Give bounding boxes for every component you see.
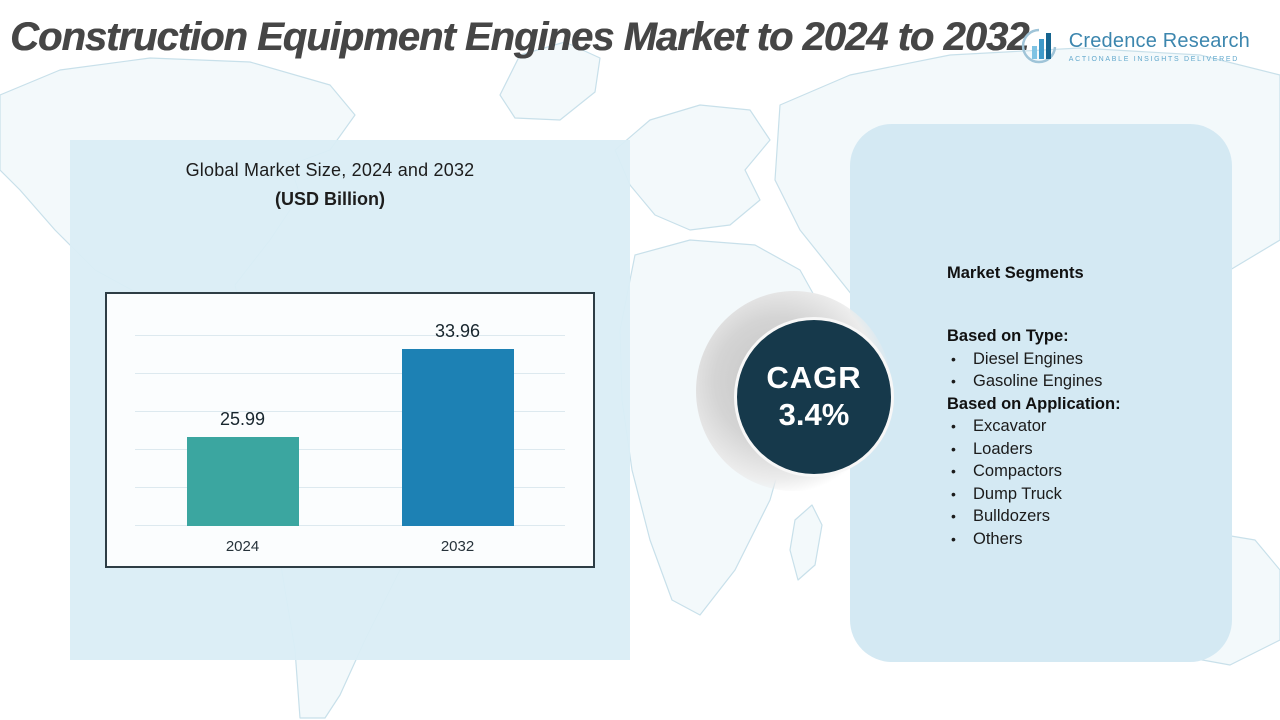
bar-value-label: 25.99 — [219, 409, 266, 429]
cagr-value: 3.4% — [778, 397, 850, 432]
list-item: • Excavator — [947, 415, 1206, 438]
bullet-icon: • — [951, 440, 956, 457]
chart-title-line1: Global Market Size, 2024 and 2032 — [185, 160, 475, 180]
segment-item-label: Bulldozers — [973, 507, 1051, 525]
category-label: 2024 — [225, 538, 260, 555]
segment-group-title-application: Based on Application: — [947, 394, 1121, 413]
segment-item-label: Others — [973, 529, 1023, 548]
cagr-label: CAGR — [766, 360, 862, 395]
list-item: • Diesel Engines — [947, 348, 1206, 371]
list-item: • Compactors — [947, 460, 1206, 483]
bullet-icon: • — [951, 350, 956, 367]
bar-2032 — [401, 349, 514, 526]
cagr-badge: CAGR 3.4% — [696, 291, 906, 491]
bullet-icon: • — [951, 373, 956, 389]
chart-title-line2: (USD Billion) — [275, 189, 385, 209]
bullet-icon: • — [951, 508, 956, 524]
credence-research-logo: Credence Research Actionable Insights De… — [1018, 26, 1250, 66]
segment-group-title-type: Based on Type: — [947, 327, 1069, 345]
segment-item-label: Gasoline Engines — [973, 372, 1103, 390]
bullet-icon: • — [951, 463, 956, 479]
bar-chart-plot-area: 25.99 2024 33.96 2032 — [135, 304, 565, 555]
cagr-circle: CAGR 3.4% — [734, 317, 894, 477]
bar-value-label: 33.96 — [434, 321, 481, 341]
bar-group-2032: 33.96 2032 — [401, 304, 514, 555]
list-item: • Bulldozers — [947, 505, 1206, 528]
list-item: • Loaders — [947, 438, 1206, 461]
segment-item-label: Diesel Engines — [973, 349, 1084, 368]
market-segments-panel: Market Segments Based on Type: • Diesel … — [850, 124, 1232, 662]
category-label: 2032 — [440, 538, 475, 555]
segment-item-label: Dump Truck — [973, 484, 1062, 503]
logo-tagline: Actionable Insights Delivered — [1068, 55, 1239, 63]
segment-list-application: • Excavator • Loaders • Compactors • Dum… — [947, 415, 1206, 550]
list-item: • Others — [947, 528, 1206, 551]
bar-chart: 25.99 2024 33.96 2032 — [105, 292, 595, 568]
segment-list-type: • Diesel Engines • Gasoline Engines — [947, 348, 1206, 393]
bar-2024 — [186, 437, 299, 526]
bullet-icon: • — [951, 485, 956, 502]
segment-item-label: Loaders — [973, 439, 1033, 458]
logo-brand-text: Credence Research — [1068, 29, 1250, 52]
segments-heading: Market Segments — [947, 264, 1084, 282]
bullet-icon: • — [951, 530, 956, 547]
bar-chart-logo-icon — [1021, 28, 1056, 64]
chart-heading: Global Market Size, 2024 and 2032 (USD B… — [70, 160, 590, 210]
segment-item-label: Excavator — [973, 417, 1047, 435]
page-title: Construction Equipment Engines Market to… — [10, 15, 1029, 59]
bullet-icon: • — [951, 418, 956, 434]
market-size-panel: Global Market Size, 2024 and 2032 (USD B… — [70, 140, 630, 660]
list-item: • Gasoline Engines — [947, 370, 1206, 393]
list-item: • Dump Truck — [947, 483, 1206, 506]
segment-item-label: Compactors — [973, 462, 1062, 480]
bar-group-2024: 25.99 2024 — [186, 304, 299, 555]
segments-content: Market Segments Based on Type: • Diesel … — [947, 264, 1206, 550]
